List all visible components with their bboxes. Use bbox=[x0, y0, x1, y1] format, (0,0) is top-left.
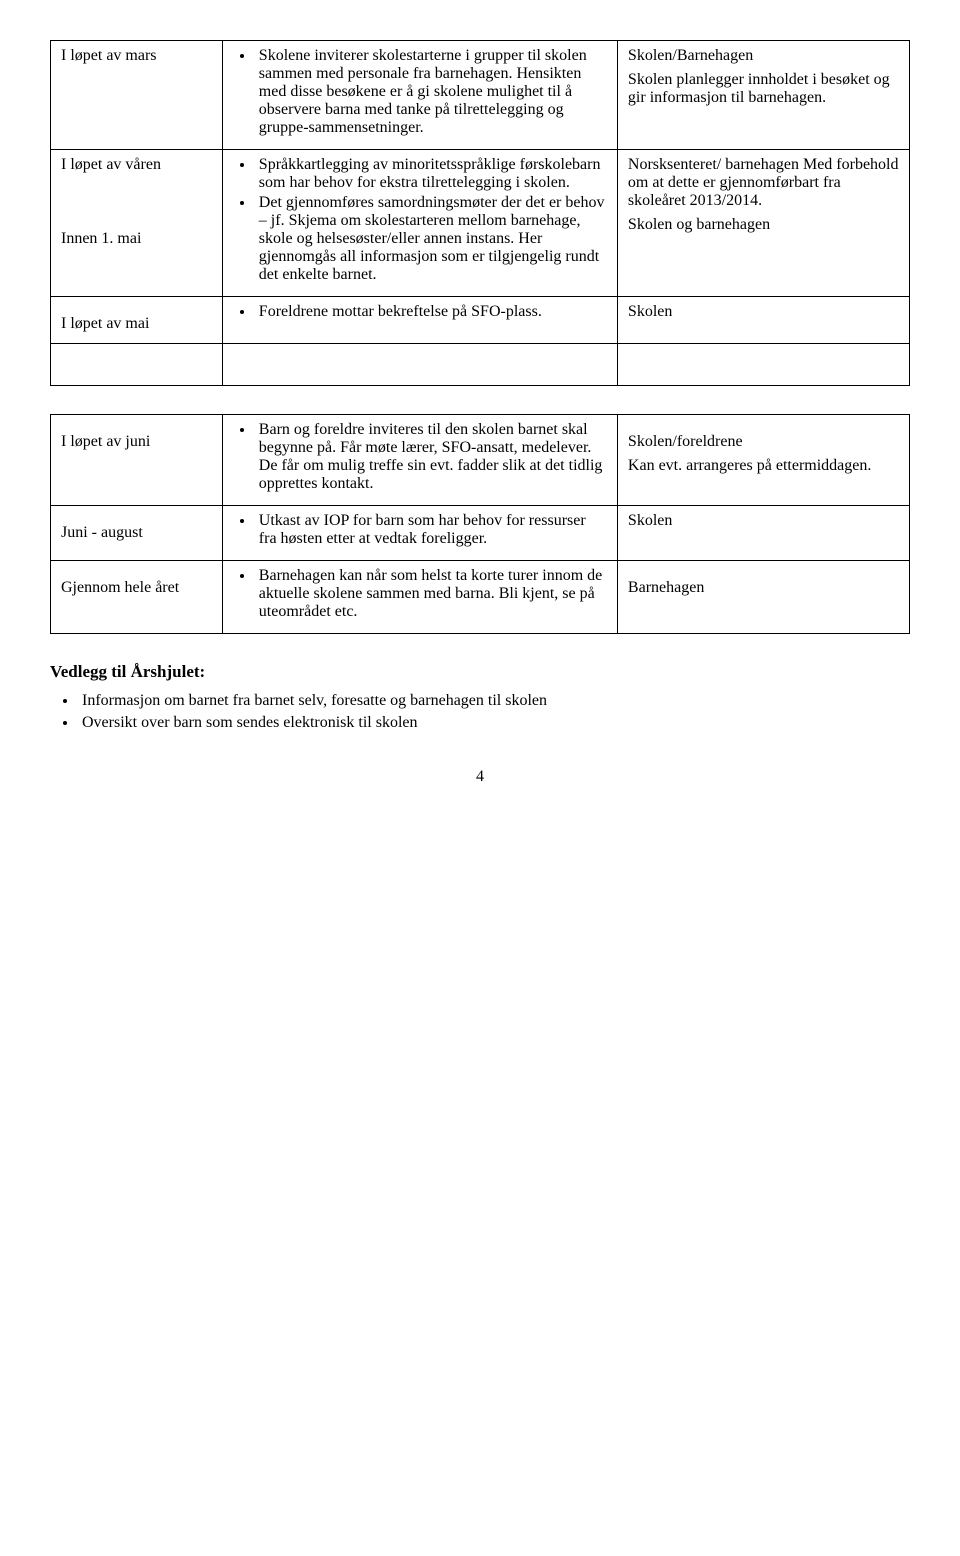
activity-item: Barnehagen kan når som helst ta korte tu… bbox=[255, 567, 607, 621]
responsible-text: Kan evt. arrangeres på ettermiddagen. bbox=[628, 457, 899, 475]
period-cell: Gjennom hele året bbox=[51, 561, 223, 634]
period-cell: I løpet av våren Innen 1. mai bbox=[51, 150, 223, 297]
period-cell: I løpet av mai bbox=[51, 297, 223, 344]
responsible-text: Skolen bbox=[628, 303, 899, 321]
table-row: Juni - august Utkast av IOP for barn som… bbox=[51, 506, 910, 561]
responsible-cell: Skolen/foreldrene Kan evt. arrangeres på… bbox=[617, 415, 909, 506]
activity-item: Språkkartlegging av minoritetsspråklige … bbox=[255, 156, 607, 192]
attachments-item: Oversikt over barn som sendes elektronis… bbox=[78, 714, 910, 732]
responsible-text: Skolen bbox=[628, 512, 899, 530]
activity-cell: Barnehagen kan når som helst ta korte tu… bbox=[222, 561, 617, 634]
table-row: I løpet av mai Foreldrene mottar bekreft… bbox=[51, 297, 910, 344]
responsible-cell: Norsksenteret/ barnehagen Med forbehold … bbox=[617, 150, 909, 297]
period-cell: Juni - august bbox=[51, 506, 223, 561]
responsible-cell: Skolen/Barnehagen Skolen planlegger innh… bbox=[617, 41, 909, 150]
responsible-cell: Barnehagen bbox=[617, 561, 909, 634]
table-row-blank bbox=[51, 344, 910, 386]
attachments-item: Informasjon om barnet fra barnet selv, f… bbox=[78, 692, 910, 710]
responsible-text: Skolen og barnehagen bbox=[628, 216, 899, 234]
activity-cell: Språkkartlegging av minoritetsspråklige … bbox=[222, 150, 617, 297]
activity-item: Barn og foreldre inviteres til den skole… bbox=[255, 421, 607, 493]
activity-cell: Utkast av IOP for barn som har behov for… bbox=[222, 506, 617, 561]
page-number: 4 bbox=[50, 768, 910, 786]
table-row: I løpet av våren Innen 1. mai Språkkartl… bbox=[51, 150, 910, 297]
activity-item: Utkast av IOP for barn som har behov for… bbox=[255, 512, 607, 548]
period-cell: I løpet av mars bbox=[51, 41, 223, 150]
responsible-text: Barnehagen bbox=[628, 579, 899, 597]
activity-cell: Skolene inviterer skolestarterne i grupp… bbox=[222, 41, 617, 150]
attachments-heading: Vedlegg til Årshjulet: bbox=[50, 662, 910, 682]
period-text: I løpet av våren bbox=[61, 156, 212, 174]
activity-item: Skolene inviterer skolestarterne i grupp… bbox=[255, 47, 607, 137]
blank-cell bbox=[617, 344, 909, 386]
responsible-text: Skolen planlegger innholdet i besøket og… bbox=[628, 71, 899, 107]
responsible-cell: Skolen bbox=[617, 297, 909, 344]
table-row: I løpet av juni Barn og foreldre inviter… bbox=[51, 415, 910, 506]
responsible-text: Skolen/Barnehagen bbox=[628, 47, 899, 65]
schedule-table-1: I løpet av mars Skolene inviterer skoles… bbox=[50, 40, 910, 386]
table-row: I løpet av mars Skolene inviterer skoles… bbox=[51, 41, 910, 150]
table-row: Gjennom hele året Barnehagen kan når som… bbox=[51, 561, 910, 634]
responsible-text: Norsksenteret/ barnehagen Med forbehold … bbox=[628, 156, 899, 210]
schedule-table-2: I løpet av juni Barn og foreldre inviter… bbox=[50, 414, 910, 634]
activity-item: Foreldrene mottar bekreftelse på SFO-pla… bbox=[255, 303, 607, 321]
activity-cell: Foreldrene mottar bekreftelse på SFO-pla… bbox=[222, 297, 617, 344]
period-cell: I løpet av juni bbox=[51, 415, 223, 506]
activity-cell: Barn og foreldre inviteres til den skole… bbox=[222, 415, 617, 506]
period-text: Innen 1. mai bbox=[61, 230, 212, 248]
blank-cell bbox=[51, 344, 223, 386]
attachments-list: Informasjon om barnet fra barnet selv, f… bbox=[50, 692, 910, 732]
responsible-text: Skolen/foreldrene bbox=[628, 433, 899, 451]
activity-item: Det gjennomføres samordningsmøter der de… bbox=[255, 194, 607, 284]
responsible-cell: Skolen bbox=[617, 506, 909, 561]
blank-cell bbox=[222, 344, 617, 386]
